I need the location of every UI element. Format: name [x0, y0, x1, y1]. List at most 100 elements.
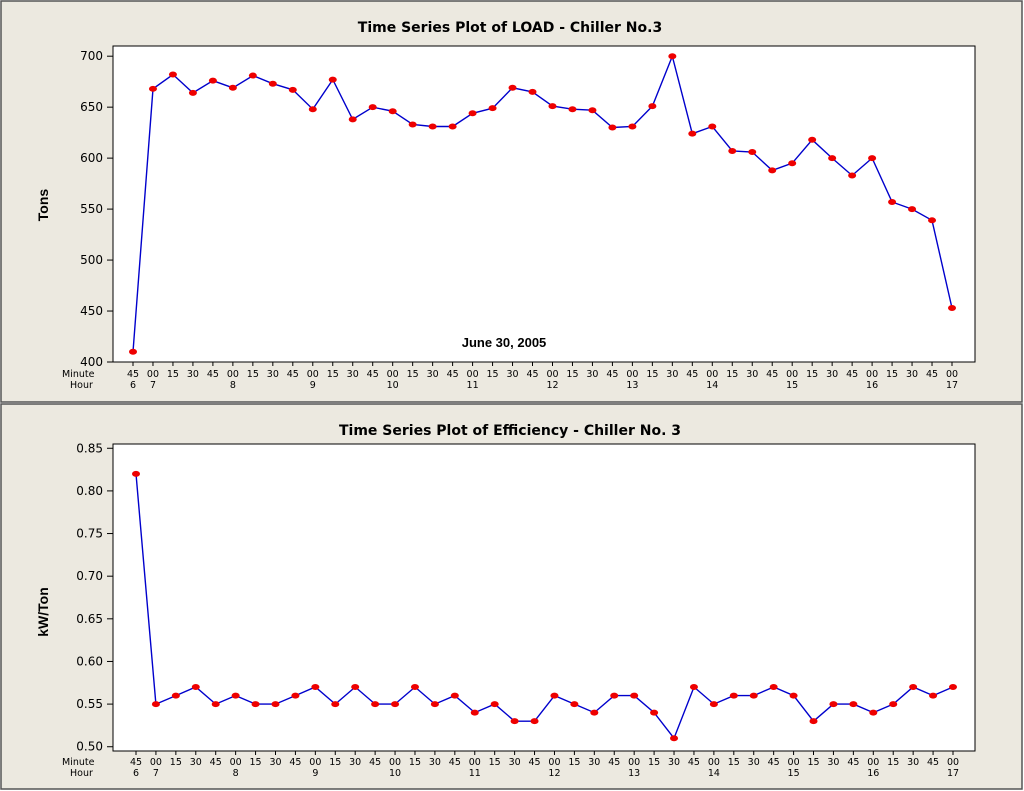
efficiency-minute-tick-label: 45	[528, 757, 540, 768]
load-data-point	[528, 88, 537, 95]
load-data-point	[488, 105, 497, 112]
efficiency-hour-tick-label: 12	[548, 768, 560, 779]
efficiency-minute-tick-label: 15	[409, 757, 421, 768]
load-chart-panel: Time Series Plot of LOAD - Chiller No.3 …	[0, 0, 1023, 403]
efficiency-hour-tick-label: 8	[233, 768, 239, 779]
efficiency-data-point	[809, 718, 818, 725]
load-hour-tick-label: 12	[546, 380, 558, 391]
load-minute-tick-label: 45	[127, 369, 139, 380]
load-hour-tick-label: 10	[387, 380, 399, 391]
efficiency-data-point	[769, 684, 778, 691]
efficiency-minute-tick-label: 15	[568, 757, 580, 768]
efficiency-data-point	[151, 701, 160, 708]
load-data-point	[748, 149, 757, 156]
efficiency-hour-tick-label: 15	[788, 768, 800, 779]
load-minute-tick-label: 30	[506, 369, 518, 380]
load-data-point	[448, 123, 457, 130]
load-data-point	[468, 110, 477, 117]
efficiency-minute-tick-label: 30	[269, 757, 281, 768]
load-data-point	[908, 206, 917, 213]
efficiency-data-point	[610, 692, 619, 699]
load-minute-tick-label: 15	[886, 369, 898, 380]
load-minute-tick-label: 45	[287, 369, 299, 380]
efficiency-y-tick-label: 0.85	[76, 441, 103, 455]
load-minute-tick-label: 00	[626, 369, 638, 380]
efficiency-minute-tick-label: 30	[509, 757, 521, 768]
load-minute-tick-label: 00	[866, 369, 878, 380]
efficiency-minute-tick-label: 15	[648, 757, 660, 768]
efficiency-minute-row-label: Minute	[62, 757, 95, 768]
load-minute-tick-label: 15	[327, 369, 339, 380]
load-minute-tick-label: 00	[387, 369, 399, 380]
load-minute-tick-label: 45	[926, 369, 938, 380]
efficiency-hour-row-label: Hour	[70, 768, 93, 779]
load-data-point	[728, 147, 737, 154]
load-hour-tick-label: 14	[706, 380, 718, 391]
load-y-tick-label: 450	[80, 304, 103, 318]
load-data-point	[768, 167, 777, 174]
efficiency-y-axis: 0.50 0.55 0.60 0.65 0.70 0.75 0.80 0.85	[76, 441, 113, 754]
load-y-tick-label: 500	[80, 253, 103, 267]
efficiency-minute-tick-label: 45	[768, 757, 780, 768]
load-data-point	[168, 71, 177, 78]
load-date-annotation: June 30, 2005	[462, 335, 547, 350]
load-hour-tick-label: 16	[866, 380, 878, 391]
load-data-point	[868, 155, 877, 162]
load-data-point	[628, 123, 637, 130]
efficiency-minute-tick-label: 00	[389, 757, 401, 768]
efficiency-minute-tick-label: 45	[608, 757, 620, 768]
load-data-point	[708, 123, 717, 130]
efficiency-minute-tick-label: 15	[807, 757, 819, 768]
efficiency-minute-tick-label: 45	[289, 757, 301, 768]
efficiency-data-point	[869, 709, 878, 716]
efficiency-minute-tick-label: 30	[588, 757, 600, 768]
load-minute-tick-label: 30	[347, 369, 359, 380]
efficiency-minute-tick-label: 00	[628, 757, 640, 768]
efficiency-data-point	[749, 692, 758, 699]
efficiency-minute-tick-label: 45	[847, 757, 859, 768]
efficiency-hour-tick-label: 9	[312, 768, 318, 779]
efficiency-minute-tick-label: 15	[728, 757, 740, 768]
efficiency-data-point	[211, 701, 220, 708]
efficiency-minute-tick-label: 00	[230, 757, 242, 768]
load-minute-tick-label: 45	[846, 369, 858, 380]
efficiency-minute-tick-label: 00	[708, 757, 720, 768]
efficiency-plot-area	[112, 443, 976, 752]
efficiency-data-point	[570, 701, 579, 708]
load-minute-tick-label: 15	[247, 369, 259, 380]
load-minute-tick-label: 45	[686, 369, 698, 380]
load-data-point	[688, 130, 697, 137]
efficiency-data-point	[670, 735, 679, 742]
load-minute-tick-label: 15	[487, 369, 499, 380]
load-hour-tick-label: 17	[946, 380, 958, 391]
efficiency-y-tick-label: 0.80	[76, 484, 103, 498]
efficiency-data-point	[470, 709, 479, 716]
load-data-point	[388, 108, 397, 115]
load-data-point	[928, 217, 937, 224]
load-minute-tick-label: 15	[407, 369, 419, 380]
load-minute-tick-label: 45	[447, 369, 459, 380]
load-hour-tick-label: 8	[230, 380, 236, 391]
load-data-point	[208, 77, 217, 84]
efficiency-minute-tick-label: 15	[887, 757, 899, 768]
efficiency-minute-tick-label: 15	[329, 757, 341, 768]
load-minute-tick-label: 45	[526, 369, 538, 380]
efficiency-y-axis-label: kW/Ton	[35, 587, 51, 637]
efficiency-minute-tick-label: 30	[349, 757, 361, 768]
load-y-tick-label: 700	[80, 49, 103, 63]
efficiency-data-point	[949, 684, 957, 691]
load-hour-tick-label: 6	[130, 380, 136, 391]
load-minute-tick-label: 30	[267, 369, 279, 380]
efficiency-data-point	[410, 684, 419, 691]
load-x-axis: 45 00 15 30 45 00 15 30 45 00 15 30 45 00 15 30 45 00 15 30…	[127, 362, 958, 391]
load-data-point	[948, 304, 956, 311]
efficiency-data-point	[550, 692, 559, 699]
load-hour-row-label: Hour	[70, 380, 93, 391]
load-minute-tick-label: 30	[906, 369, 918, 380]
load-minute-tick-label: 30	[187, 369, 199, 380]
efficiency-data-point	[650, 709, 659, 716]
load-data-point	[129, 348, 137, 355]
efficiency-y-tick-label: 0.75	[76, 527, 103, 541]
efficiency-data-point	[490, 701, 499, 708]
